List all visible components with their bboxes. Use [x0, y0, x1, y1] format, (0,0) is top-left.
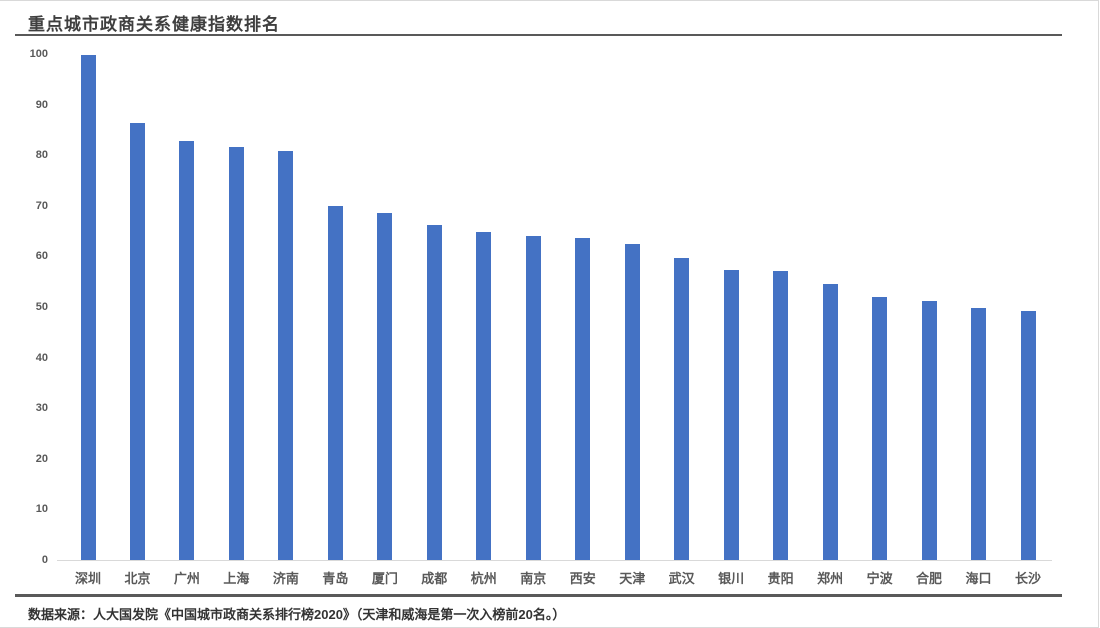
x-axis-category-label: 青岛: [322, 571, 349, 586]
bar: [773, 270, 789, 560]
x-axis-category-label: 合肥: [916, 571, 943, 586]
bar: [179, 140, 195, 560]
x-axis-category-label: 成都: [421, 571, 448, 586]
bar: [525, 235, 541, 560]
x-axis-category-label: 武汉: [668, 571, 695, 586]
x-axis-category-label: 银川: [718, 571, 745, 586]
x-axis-category-label: 宁波: [866, 571, 893, 586]
y-axis-tick-label: 40: [35, 351, 48, 364]
y-axis-tick-label: 60: [35, 250, 48, 263]
y-axis-tick-label: 70: [35, 199, 48, 212]
y-axis-tick-label: 0: [41, 554, 48, 566]
y-axis-tick-label: 50: [35, 301, 48, 313]
bar: [377, 213, 393, 560]
chart-title: 重点城市政商关系健康指数排名: [28, 15, 280, 34]
bar: [822, 283, 838, 560]
x-axis-category-label: 西安: [569, 571, 596, 586]
x-axis-category-label: 北京: [124, 571, 151, 586]
x-axis-category-label: 贵阳: [767, 571, 794, 586]
y-axis-tick-label: 30: [35, 402, 48, 415]
bar: [674, 257, 690, 560]
bar: [1020, 310, 1036, 560]
x-axis-category-label: 厦门: [371, 571, 398, 586]
x-axis-category-label: 杭州: [470, 571, 497, 586]
bar: [228, 147, 244, 560]
x-axis-category-label: 郑州: [817, 571, 844, 586]
y-axis-tick-label: 80: [35, 149, 48, 162]
x-axis-line: [57, 560, 1052, 561]
bar: [476, 232, 492, 560]
bar: [80, 55, 96, 560]
x-axis-category-label: 天津: [619, 571, 646, 586]
y-axis-tick-label: 10: [35, 503, 48, 516]
x-axis-category-label: 海口: [965, 571, 992, 586]
x-axis-category-label: 长沙: [1014, 571, 1041, 586]
bar: [129, 123, 145, 560]
bar: [426, 224, 442, 560]
bar: [723, 270, 739, 560]
y-axis-tick-label: 100: [29, 48, 48, 60]
source-rule: [15, 594, 1062, 597]
bar: [575, 238, 591, 560]
bar: [921, 301, 937, 560]
x-axis-category-label: 南京: [520, 571, 547, 586]
bar: [327, 206, 343, 560]
bar: [872, 296, 888, 560]
plot-area: 0 10 20 30 40 50 60 70 80 90 100: [0, 48, 1100, 566]
x-axis-category-label: 上海: [223, 571, 250, 586]
y-axis-tick-label: 20: [35, 452, 48, 465]
bar: [278, 150, 294, 560]
x-axis-category-label: 深圳: [74, 571, 101, 586]
source-note: 数据来源：人大国发院《中国城市政商关系排行榜2020》（天津和威海是第一次入榜前…: [28, 607, 566, 622]
bar: [971, 307, 987, 560]
bar: [624, 243, 640, 560]
x-axis-category-label: 济南: [272, 571, 299, 586]
x-axis-category-label: 广州: [173, 571, 200, 586]
y-axis-tick-label: 90: [35, 98, 48, 111]
title-rule: [15, 34, 1062, 36]
